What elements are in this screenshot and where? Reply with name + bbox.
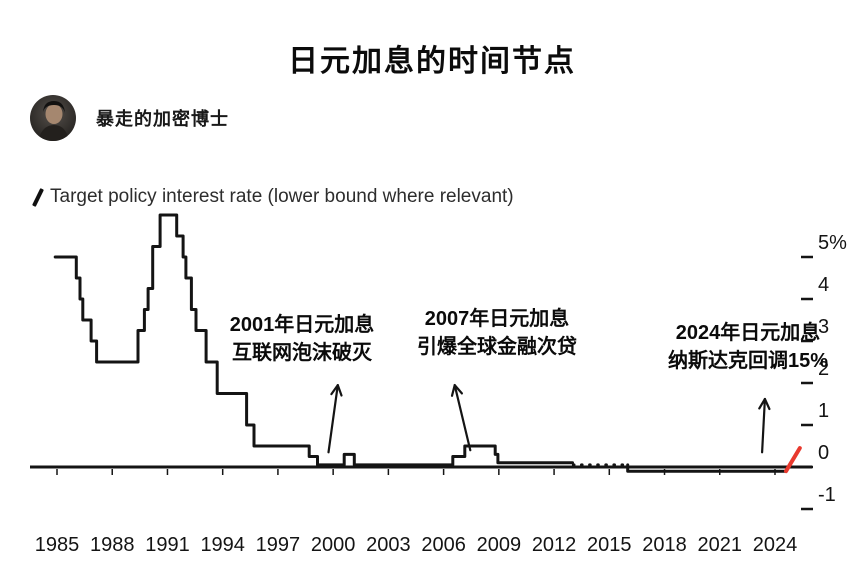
legend: Target policy interest rate (lower bound… (32, 186, 514, 208)
y-tick-label: 2 (818, 358, 829, 380)
x-tick-label: 1991 (145, 534, 190, 556)
y-tick-label: -1 (818, 484, 836, 506)
annotation-2024: 2024年日元加息 纳斯达克回调15% (626, 319, 864, 375)
x-tick-label: 2006 (421, 534, 466, 556)
y-tick-label: 4 (818, 274, 829, 296)
x-tick-label: 1994 (200, 534, 245, 556)
x-tick-label: 1985 (35, 534, 80, 556)
policy-rate-main (53, 213, 574, 467)
avatar (30, 95, 76, 141)
x-tick-label: 2015 (587, 534, 632, 556)
annotation-2007: 2007年日元加息 引爆全球金融次贷 (379, 305, 615, 361)
x-tick-label: 1997 (256, 534, 301, 556)
x-tick-label: 2018 (642, 534, 687, 556)
x-tick-label: 2000 (311, 534, 356, 556)
annotation-2001: 2001年日元加息 互联网泡沫破灭 (186, 311, 418, 367)
annotation-arrow-0 (327, 384, 343, 454)
x-tick-label: 2024 (753, 534, 798, 556)
x-tick-label: 2003 (366, 534, 411, 556)
annotation-2001-line1: 2001年日元加息 (229, 314, 375, 336)
annotation-2001-line2: 互联网泡沫破灭 (232, 342, 372, 364)
y-tick-label: 3 (818, 316, 829, 338)
policy-rate-2024-hike (784, 446, 802, 474)
author-name: 暴走的加密博士 (96, 109, 229, 129)
avatar-image (30, 95, 76, 141)
x-tick-label: 2012 (532, 534, 577, 556)
x-tick-label: 2021 (698, 534, 743, 556)
annotation-arrow-1 (450, 384, 472, 452)
x-axis: 1985 1988 1991 1994 1997 2000 2003 2006 2009 2012… (30, 465, 812, 556)
y-tick-label: 1 (818, 400, 829, 422)
x-tick-label: 1988 (90, 534, 135, 556)
page-title: 日元加息的时间节点 (288, 45, 576, 78)
y-tick-label: 0 (818, 442, 829, 464)
annotation-2007-line2: 引爆全球金融次贷 (417, 336, 577, 358)
annotation-2024-line1: 2024年日元加息 (675, 322, 821, 344)
y-tick-label: 5% (818, 232, 847, 254)
policy-rate-negative (626, 463, 787, 473)
annotation-2024-line2: 纳斯达克回调15% (667, 350, 829, 372)
x-tick-label: 2009 (477, 534, 522, 556)
author-row: 暴走的加密博士 (30, 95, 229, 141)
y-axis: 5% 4 3 2 1 0 -1 (801, 232, 847, 511)
legend-label: Target policy interest rate (lower bound… (50, 186, 514, 207)
annotation-arrow-2 (758, 397, 771, 454)
annotation-2007-line1: 2007年日元加息 (424, 308, 570, 330)
